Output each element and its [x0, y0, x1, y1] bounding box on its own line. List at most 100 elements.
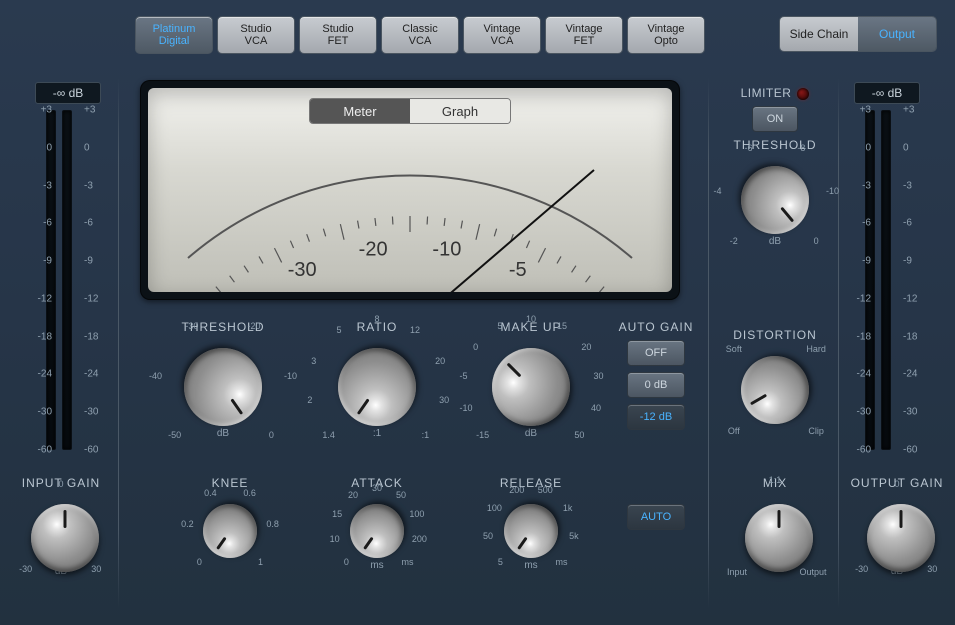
preset-tab[interactable]: ClassicVCA: [381, 16, 459, 54]
level-tick: -18: [903, 331, 917, 342]
tab-side-chain[interactable]: Side Chain: [780, 17, 858, 51]
knob-tick: 1: [258, 557, 263, 567]
level-tick: 0: [46, 142, 52, 153]
knob-tick: 0.2: [181, 519, 194, 529]
level-tick: -18: [857, 331, 871, 342]
makeup-unit: dB: [466, 428, 596, 439]
level-tick: -12: [84, 293, 98, 304]
mix-label: MIX: [720, 476, 830, 490]
input-gain-knob[interactable]: [31, 504, 99, 572]
preset-tab[interactable]: StudioVCA: [217, 16, 295, 54]
level-tick: +3: [860, 105, 871, 116]
level-tick: -3: [862, 180, 871, 191]
threshold-knob[interactable]: [169, 333, 278, 442]
level-tick: -6: [862, 218, 871, 229]
preset-tab[interactable]: PlatinumDigital: [135, 16, 213, 54]
level-tick: -24: [38, 369, 52, 380]
makeup-knob[interactable]: [476, 332, 586, 442]
vu-arc: -50-30-20-10-50: [148, 88, 672, 292]
level-tick: -3: [84, 180, 93, 191]
knob-tick: -10: [459, 403, 472, 413]
knob-tick: 2: [307, 395, 312, 405]
knob-tick: 40: [591, 403, 601, 413]
knob-tick: 5k: [569, 531, 579, 541]
level-tick: -12: [38, 293, 52, 304]
level-tick: 0: [84, 142, 90, 153]
preset-tab[interactable]: VintageOpto: [627, 16, 705, 54]
knob-tick: 30: [594, 371, 604, 381]
level-tick: -9: [43, 256, 52, 267]
limiter-led: [797, 88, 809, 100]
limiter-on-button[interactable]: ON: [752, 106, 798, 132]
limiter-threshold-knob[interactable]: [727, 152, 823, 248]
knob-tick: Clip: [808, 426, 824, 436]
level-tick: +3: [903, 105, 914, 116]
limiter-threshold-label: THRESHOLD: [720, 138, 830, 152]
release-unit: ms: [476, 560, 586, 571]
divider: [838, 78, 839, 608]
level-tick: -18: [84, 331, 98, 342]
input-level-readout: -∞ dB: [35, 82, 101, 104]
knob-tick: 1k: [563, 503, 573, 513]
level-tick: -30: [903, 407, 917, 418]
limiter-title: LIMITER: [720, 86, 830, 100]
knob-tick: 30: [439, 395, 449, 405]
output-gain-label: OUTPUT GAIN: [842, 476, 952, 490]
ratio-label: RATIO: [312, 320, 442, 334]
mode-strip: Side Chain Output: [779, 16, 937, 52]
knob-tick: 20: [348, 490, 358, 500]
auto-button[interactable]: AUTO: [627, 504, 685, 530]
distortion-knob[interactable]: [729, 344, 822, 437]
level-tick: -30: [38, 407, 52, 418]
auto-gain-label: AUTO GAIN: [614, 320, 698, 334]
knob-tick: 20: [435, 356, 445, 366]
input-gain-label: INPUT GAIN: [6, 476, 116, 490]
knob-tick: -4: [713, 186, 721, 196]
level-tick: -9: [903, 256, 912, 267]
input-level-meter: -∞ dB +30-3-6-9-12-18-24-30-60 +30-3-6-9…: [28, 82, 108, 457]
auto-gain-button[interactable]: 0 dB: [627, 372, 685, 398]
level-tick: -12: [857, 293, 871, 304]
divider: [708, 78, 709, 608]
level-tick: 0: [865, 142, 871, 153]
knob-tick: Output: [799, 567, 826, 577]
attack-unit: ms: [322, 560, 432, 571]
level-tick: -60: [84, 445, 98, 456]
knob-tick: 200: [412, 534, 427, 544]
svg-text:-10: -10: [432, 239, 461, 261]
level-tick: -60: [857, 445, 871, 456]
output-gain-knob[interactable]: [867, 504, 935, 572]
attack-knob[interactable]: [339, 493, 414, 568]
svg-text:-30: -30: [288, 259, 317, 281]
mix-knob[interactable]: [745, 504, 813, 572]
knee-knob[interactable]: [192, 493, 267, 568]
preset-tab[interactable]: VintageVCA: [463, 16, 541, 54]
knob-tick: 10: [330, 534, 340, 544]
distortion-label: DISTORTION: [720, 328, 830, 342]
knob-tick: Soft: [726, 344, 742, 354]
level-tick: -24: [84, 369, 98, 380]
ratio-unit: :1: [312, 428, 442, 439]
svg-text:-20: -20: [359, 239, 388, 261]
knob-tick: 100: [487, 503, 502, 513]
level-tick: +3: [84, 105, 95, 116]
ratio-knob[interactable]: [323, 333, 432, 442]
level-tick: -60: [38, 445, 52, 456]
knob-tick: 50: [396, 490, 406, 500]
level-tick: -30: [857, 407, 871, 418]
preset-tab[interactable]: StudioFET: [299, 16, 377, 54]
auto-gain-button[interactable]: -12 dB: [627, 404, 685, 430]
level-tick: -24: [903, 369, 917, 380]
level-tick: -6: [84, 218, 93, 229]
threshold-label: THRESHOLD: [158, 320, 288, 334]
level-tick: -9: [862, 256, 871, 267]
level-tick: -9: [84, 256, 93, 267]
attack-label: ATTACK: [322, 476, 432, 490]
level-tick: -60: [903, 445, 917, 456]
knob-tick: -10: [284, 371, 297, 381]
level-tick: -3: [43, 180, 52, 191]
auto-gain-button[interactable]: OFF: [627, 340, 685, 366]
preset-tab[interactable]: VintageFET: [545, 16, 623, 54]
release-knob[interactable]: [493, 493, 568, 568]
tab-output[interactable]: Output: [858, 17, 936, 51]
